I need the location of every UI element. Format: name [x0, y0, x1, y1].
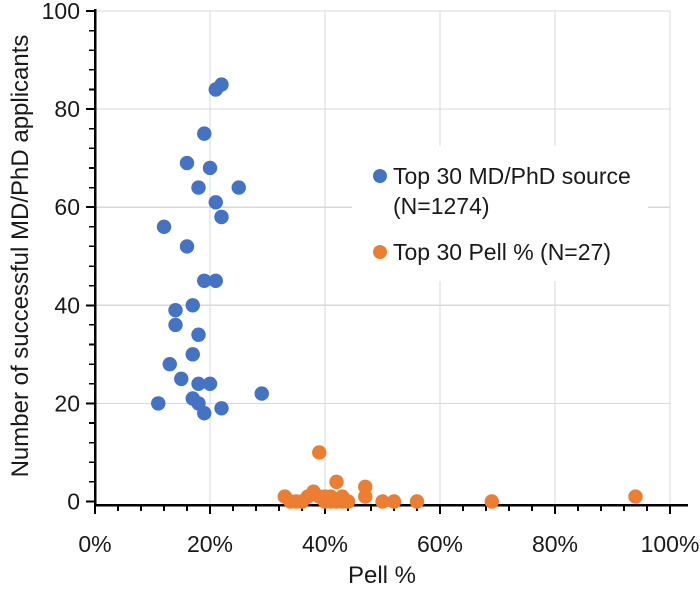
data-point-series-0	[151, 396, 166, 411]
data-point-series-0	[156, 219, 172, 235]
y-tick-label: 40	[54, 292, 80, 318]
data-point-series-0	[168, 303, 183, 318]
y-tick-label: 60	[54, 194, 80, 220]
x-tick-label: 100%	[641, 531, 700, 557]
data-point-series-0	[214, 209, 229, 225]
x-tick-label: 80%	[532, 531, 578, 557]
data-point-series-0	[197, 406, 212, 421]
data-point-series-1	[340, 494, 356, 509]
x-tick-label: 0%	[78, 531, 111, 557]
data-point-series-0	[208, 273, 223, 288]
y-tick-label: 100	[42, 0, 80, 24]
data-point-series-0	[185, 347, 200, 362]
legend-entry-md-phd-source: Top 30 MD/PhD source (N=1274)	[373, 161, 648, 221]
data-point-series-0	[214, 401, 229, 416]
data-point-series-0	[185, 298, 200, 313]
y-tick-label: 20	[54, 390, 80, 416]
data-point-series-0	[174, 371, 189, 387]
data-point-series-0	[202, 376, 218, 391]
data-point-series-0	[162, 356, 177, 372]
x-tick-label: 40%	[302, 531, 348, 557]
y-tick-label: 80	[54, 96, 80, 122]
legend-entry-pell-pct: Top 30 Pell % (N=27)	[373, 237, 648, 267]
data-point-series-0	[231, 180, 246, 195]
data-point-series-0	[179, 239, 195, 254]
data-point-series-1	[358, 479, 373, 494]
x-tick-label: 20%	[187, 531, 233, 557]
y-tick-label: 0	[67, 489, 80, 515]
x-tick-label: 60%	[417, 531, 463, 557]
legend-label: Top 30 MD/PhD source (N=1274)	[393, 163, 631, 219]
legend-marker-blue-icon	[373, 169, 387, 183]
data-point-series-0	[208, 195, 223, 210]
legend-marker-orange-icon	[373, 245, 387, 259]
data-point-series-1	[484, 494, 499, 509]
data-point-series-0	[168, 317, 183, 333]
y-axis-title: Number of successful MD/PhD applicants	[7, 34, 34, 478]
data-point-series-1	[386, 494, 402, 509]
legend: Top 30 MD/PhD source (N=1274) Top 30 Pel…	[352, 146, 648, 281]
data-point-series-0	[197, 126, 212, 141]
data-point-series-0	[254, 386, 269, 401]
data-point-series-0	[191, 376, 206, 391]
data-point-series-1	[312, 445, 327, 460]
data-point-series-0	[191, 180, 206, 195]
data-point-series-0	[179, 155, 195, 171]
data-point-series-0	[202, 160, 218, 176]
data-point-series-1	[329, 474, 344, 490]
legend-label: Top 30 Pell % (N=27)	[393, 239, 611, 265]
data-point-series-1	[628, 489, 643, 504]
data-point-series-1	[375, 494, 390, 509]
data-point-series-1	[409, 494, 425, 509]
data-point-series-0	[214, 77, 229, 92]
x-axis-title: Pell %	[347, 562, 417, 589]
data-point-series-0	[197, 273, 212, 288]
data-point-series-0	[191, 327, 206, 342]
